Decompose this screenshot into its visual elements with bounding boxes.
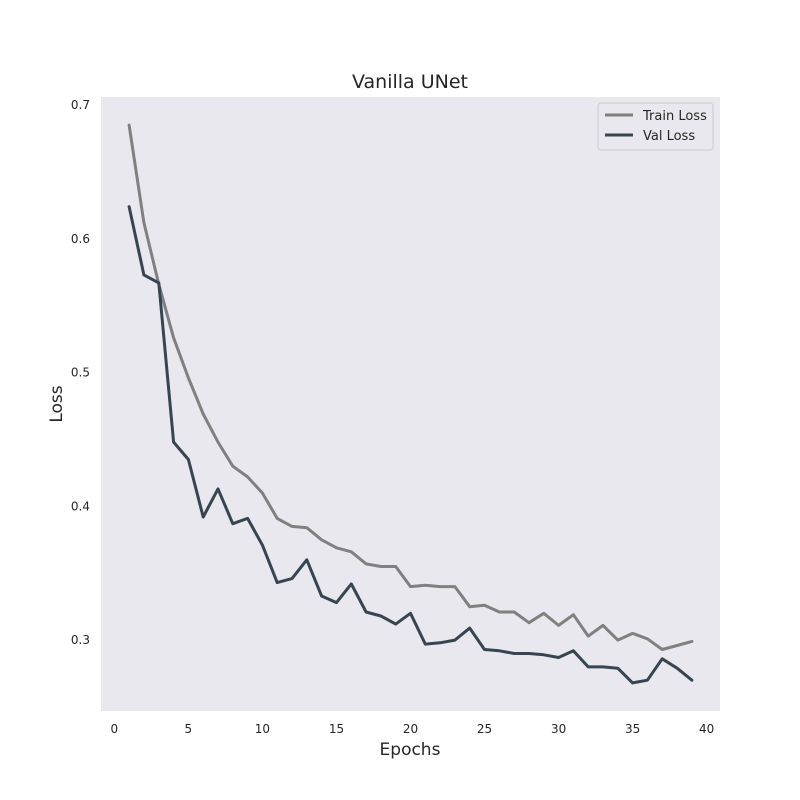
legend: Train Loss Val Loss (597, 102, 714, 151)
x-tick-label: 15 (329, 722, 344, 736)
chart-title: Vanilla UNet (352, 71, 468, 93)
x-tick-label: 5 (185, 722, 193, 736)
y-tick-label: 0.3 (71, 633, 90, 647)
x-tick-label: 10 (255, 722, 270, 736)
series-line-val-loss (127, 205, 694, 685)
x-axis: 0 5 10 15 20 25 30 35 40 (111, 722, 715, 736)
x-tick-label: 35 (625, 722, 640, 736)
legend-label: Train Loss (642, 109, 707, 124)
x-tick-label: 40 (699, 722, 714, 736)
series-line-train-loss (127, 123, 694, 651)
x-tick-label: 0 (111, 722, 119, 736)
y-tick-label: 0.5 (71, 366, 90, 380)
legend-label: Val Loss (643, 129, 695, 144)
y-tick-label: 0.4 (71, 499, 90, 513)
series-lines (127, 123, 694, 685)
plot-area (101, 97, 720, 711)
x-tick-label: 20 (403, 722, 418, 736)
y-axis: 0.3 0.4 0.5 0.6 0.7 (71, 98, 90, 647)
x-tick-label: 30 (551, 722, 566, 736)
x-axis-label: Epochs (380, 740, 441, 760)
x-tick-label: 25 (477, 722, 492, 736)
y-axis-label: Loss (47, 385, 67, 422)
y-tick-label: 0.6 (71, 232, 90, 246)
y-tick-label: 0.7 (71, 98, 90, 112)
